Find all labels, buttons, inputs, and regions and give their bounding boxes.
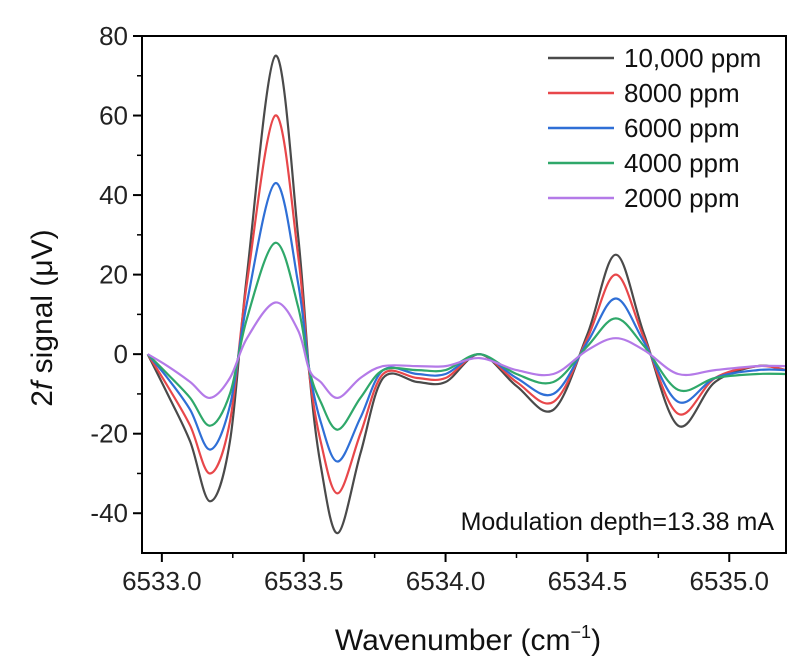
x-tick-label: 6534.5 xyxy=(548,566,628,596)
x-tick-label: 6533.5 xyxy=(264,566,344,596)
series-line-1 xyxy=(146,114,787,495)
series-line-2 xyxy=(146,181,787,463)
series-line-3 xyxy=(146,241,787,431)
x-axis-title: Wavenumber (cm−1) xyxy=(335,622,601,657)
y-tick-label: -40 xyxy=(90,498,128,528)
series-line-4 xyxy=(147,301,787,399)
legend-label: 8000 ppm xyxy=(624,78,740,108)
y-tick-label: 60 xyxy=(99,101,128,131)
legend-label: 6000 ppm xyxy=(624,113,740,143)
series-line-0 xyxy=(146,54,787,535)
x-tick-label: 6533.0 xyxy=(122,566,202,596)
legend-label: 10,000 ppm xyxy=(624,43,761,73)
y-axis-title: 2f signal (μV) xyxy=(26,229,59,406)
plot-lines xyxy=(146,54,787,535)
legend: 10,000 ppm 8000 ppm 6000 ppm 4000 ppm 2000 p… xyxy=(548,43,761,213)
x-tick-label: 6534.0 xyxy=(406,566,486,596)
y-tick-label: 0 xyxy=(114,339,128,369)
y-tick-label: -20 xyxy=(90,419,128,449)
y-tick-label: 80 xyxy=(99,21,128,51)
legend-label: 4000 ppm xyxy=(624,148,740,178)
modulation-depth-annotation: Modulation depth=13.38 mA xyxy=(461,508,775,536)
y-tick-label: 20 xyxy=(99,260,128,290)
y-tick-label: 40 xyxy=(99,180,128,210)
x-tick-label: 6535.0 xyxy=(689,566,769,596)
legend-label: 2000 ppm xyxy=(624,183,740,213)
axis-ticks: -40 -20 0 20 40 60 80 6533.0 6533.5 6534.0 6534.5 6… xyxy=(90,21,769,596)
plot-frame xyxy=(141,35,787,554)
